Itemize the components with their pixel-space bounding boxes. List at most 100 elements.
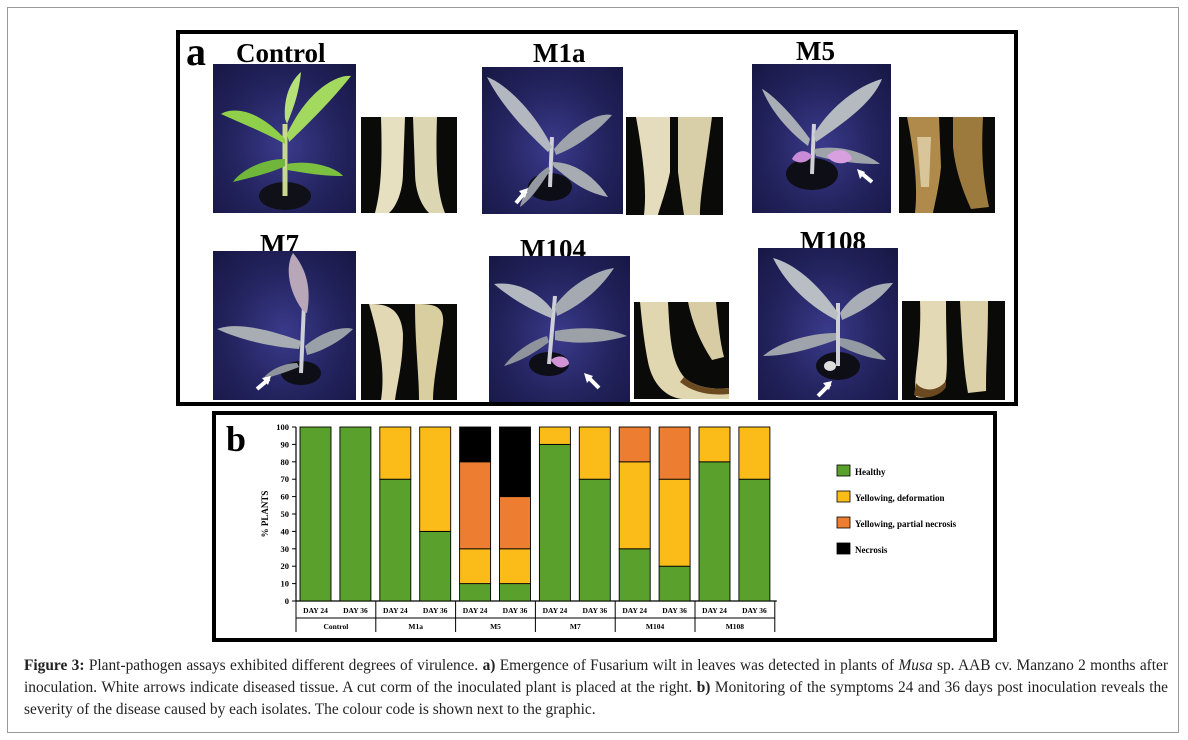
bar-segment xyxy=(658,565,691,602)
y-tick-label: 80 xyxy=(281,457,290,467)
caption-figure-label: Figure 3: xyxy=(24,657,85,674)
x-tick-label: DAY 24 xyxy=(463,606,488,615)
x-tick-label: DAY 36 xyxy=(503,606,528,615)
legend-label: Healthy xyxy=(855,467,886,477)
corm-photo-m104 xyxy=(634,302,729,399)
corm-photo-m7 xyxy=(361,304,457,400)
legend-swatch xyxy=(836,490,851,503)
panel-a-letter: a xyxy=(186,29,206,74)
bar-segment xyxy=(299,426,332,602)
plant-label-m1a: M1a xyxy=(533,38,586,68)
corm-illustration-m104 xyxy=(640,302,729,399)
y-tick-label: 100 xyxy=(276,422,289,432)
x-tick-label: DAY 36 xyxy=(343,606,368,615)
y-axis-title: % PLANTS xyxy=(260,491,270,538)
legend-label: Yellowing, deformation xyxy=(855,493,945,503)
caption-genus: Musa xyxy=(898,657,933,674)
caption-text-4: Monitoring of the symptoms 24 and 36 day… xyxy=(24,679,1168,718)
plant-label-m5: M5 xyxy=(796,36,835,66)
y-tick-label: 0 xyxy=(285,596,289,606)
bar-segment xyxy=(419,530,452,602)
figure-caption: Figure 3: Plant-pathogen assays exhibite… xyxy=(24,655,1168,721)
y-tick-label: 20 xyxy=(281,561,290,571)
bar-segment xyxy=(698,461,731,602)
bar-segment xyxy=(578,478,611,602)
legend-label: Necrosis xyxy=(855,545,888,555)
corm-illustration-control xyxy=(375,117,445,213)
plant-photo-m108 xyxy=(758,248,898,400)
corm-illustration-m1a xyxy=(636,117,712,215)
bar-segment xyxy=(379,426,412,480)
bar-segment xyxy=(499,548,531,585)
group-label: M108 xyxy=(726,622,745,631)
y-tick-label: 10 xyxy=(281,579,290,589)
corm-illustration-m108 xyxy=(914,301,988,398)
caption-part-b-label: b) xyxy=(696,679,711,696)
plant-photo-m5 xyxy=(752,64,891,213)
y-tick-label: 60 xyxy=(281,492,290,502)
plant-illustration-m104 xyxy=(494,268,627,390)
caption-text-1: Plant-pathogen assays exhibited differen… xyxy=(84,657,483,674)
plant-illustration-m1a xyxy=(487,77,612,207)
x-tick-label: DAY 36 xyxy=(662,606,687,615)
x-tick-label: DAY 24 xyxy=(383,606,408,615)
plant-photo-m7 xyxy=(213,251,356,400)
bar-segment xyxy=(499,583,531,602)
x-tick-label: DAY 36 xyxy=(742,606,767,615)
bar-segment xyxy=(379,478,412,602)
panel-b: b 0 10 20 30 40 50 60 70 80 90 100 % PLANTS DAY 24 D… xyxy=(212,411,997,642)
plant-photo-m1a xyxy=(482,67,623,214)
plant-illustration-m108 xyxy=(763,258,893,398)
x-tick-label: DAY 24 xyxy=(303,606,328,615)
y-tick-label: 30 xyxy=(281,544,290,554)
caption-text-2: Emergence of Fusarium wilt in leaves was… xyxy=(495,657,899,674)
x-tick-label: DAY 24 xyxy=(543,606,568,615)
bar-segment xyxy=(578,426,611,480)
bar-segment xyxy=(459,426,492,463)
bar-segment xyxy=(658,426,691,480)
caption-text-3: sp. AAB cv. Manzano 2 months after inocu… xyxy=(24,657,1169,696)
plant-illustration-m7 xyxy=(217,253,353,391)
bar-segment xyxy=(339,426,372,602)
plant-illustration-m5 xyxy=(762,79,882,190)
corm-illustration-m5 xyxy=(907,117,989,213)
corm-photo-m1a xyxy=(626,117,723,215)
plant-illustration-control xyxy=(221,72,351,210)
corm-photo-control xyxy=(361,117,457,213)
plant-photo-control xyxy=(213,64,356,213)
y-tick-label: 50 xyxy=(281,509,290,519)
bar-segment xyxy=(618,548,651,602)
y-tick-label: 40 xyxy=(281,526,290,536)
group-label: Control xyxy=(323,622,348,631)
x-tick-label: DAY 24 xyxy=(702,606,727,615)
legend-label: Yellowing, partial necrosis xyxy=(855,519,957,529)
bar-segment xyxy=(538,426,571,445)
x-tick-label: DAY 24 xyxy=(622,606,647,615)
legend-swatch xyxy=(836,542,851,555)
bar-segment xyxy=(658,478,691,567)
bar-segment xyxy=(499,426,531,498)
bar-segment xyxy=(538,443,571,602)
bar-segment xyxy=(459,583,492,602)
corm-photo-m108 xyxy=(902,301,1005,400)
group-label: M1a xyxy=(408,622,423,631)
corm-photo-m5 xyxy=(899,117,995,213)
stacked-bar-chart: 0 10 20 30 40 50 60 70 80 90 100 % PLANTS DAY 24 DAY… xyxy=(260,422,957,632)
bar-segment xyxy=(738,478,771,602)
bar-segment xyxy=(618,426,651,463)
bar-segment xyxy=(419,426,452,532)
plant-label-control: Control xyxy=(236,38,326,68)
corm-illustration-m7 xyxy=(369,304,444,400)
bar-segment xyxy=(459,461,492,550)
x-tick-label: DAY 36 xyxy=(423,606,448,615)
y-tick-label: 90 xyxy=(281,439,290,449)
legend-swatch xyxy=(836,464,851,477)
panel-b-letter: b xyxy=(226,419,247,459)
group-label: M104 xyxy=(646,622,665,631)
y-tick-label: 70 xyxy=(281,474,290,484)
x-tick-label: DAY 36 xyxy=(582,606,607,615)
plant-photo-m104 xyxy=(489,256,630,402)
bar-segment xyxy=(459,548,492,585)
figure-frame xyxy=(7,7,1179,733)
caption-part-a-label: a) xyxy=(482,657,496,674)
